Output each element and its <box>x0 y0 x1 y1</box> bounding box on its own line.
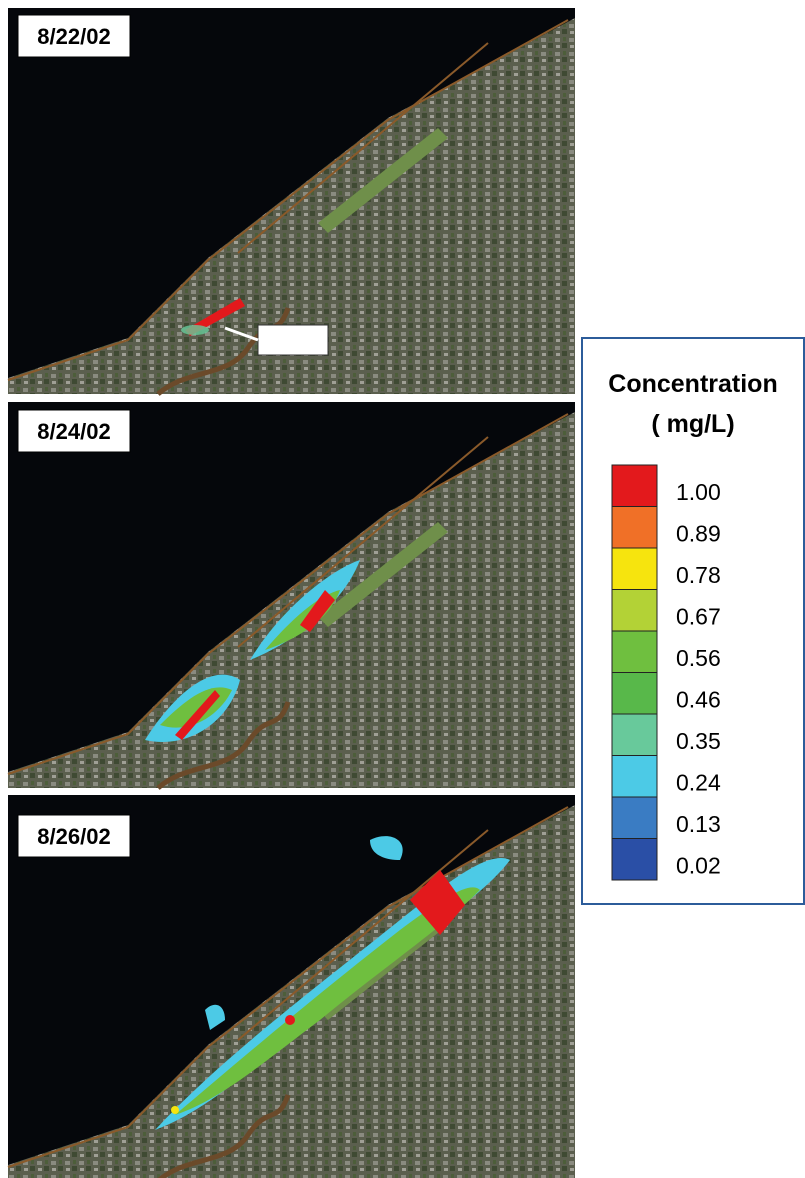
legend-swatch <box>612 673 657 715</box>
legend-label: 0.67 <box>676 603 721 629</box>
legend-swatch <box>612 548 657 590</box>
date: 8/26/02 <box>37 824 110 849</box>
panel: 8/24/02 <box>8 402 575 788</box>
figure: 8/22/02 8/24/02 8/26/02 Concent <box>0 0 805 1178</box>
panel: 8/26/02 <box>8 795 575 1178</box>
legend-unit: ( mg/L) <box>651 410 734 438</box>
legend-title: Concentration <box>608 370 777 398</box>
legend-label: 1.00 <box>676 479 721 505</box>
legend-label: 0.13 <box>676 811 721 837</box>
legend-label: 0.56 <box>676 645 721 671</box>
date: 8/24/02 <box>37 419 110 444</box>
legend-label: 0.35 <box>676 728 721 754</box>
legend-swatch <box>612 839 657 881</box>
legend-label: 0.78 <box>676 562 721 588</box>
panel: 8/22/02 <box>8 8 575 394</box>
legend-swatch <box>612 797 657 839</box>
legend-swatch <box>612 714 657 756</box>
legend-swatch <box>612 507 657 549</box>
legend-swatch <box>612 465 657 507</box>
legend-swatch <box>612 756 657 798</box>
legend-label: 0.24 <box>676 769 721 795</box>
label-box <box>258 325 328 355</box>
date: 8/22/02 <box>37 24 110 49</box>
legend-swatch <box>612 590 657 632</box>
legend-label: 0.89 <box>676 520 721 546</box>
legend: Concentration ( mg/L) 1.00 0.89 0.78 0.67 0.… <box>582 338 804 904</box>
legend-label: 0.02 <box>676 852 721 878</box>
legend-label: 0.46 <box>676 686 721 712</box>
legend-swatch <box>612 631 657 673</box>
